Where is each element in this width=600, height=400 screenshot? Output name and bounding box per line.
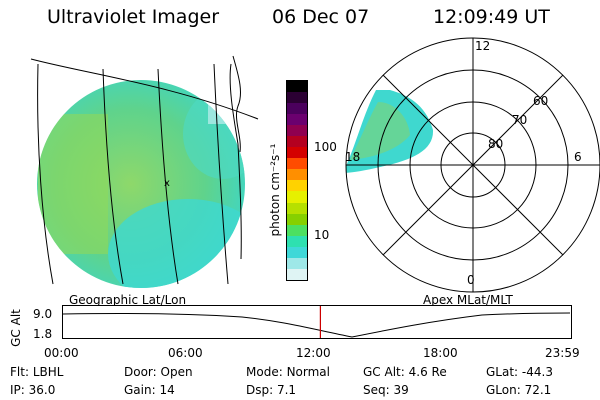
- altitude-ytick-1.8: 1.8: [33, 327, 53, 341]
- mlt-label-6: 6: [574, 150, 582, 164]
- colorbar-swatch: [287, 191, 307, 203]
- instrument-title: Ultraviolet Imager: [47, 6, 220, 28]
- info-seq: Seq: 39: [363, 383, 409, 397]
- info-dsp: Dsp: 7.1: [246, 383, 296, 397]
- colorbar-swatch: [287, 180, 307, 192]
- colorbar-label: photon cm⁻²s⁻¹: [268, 143, 282, 237]
- mlat-label-60: 60: [533, 94, 548, 108]
- door-value: Open: [160, 365, 193, 379]
- mlt-label-0: 0: [467, 273, 475, 287]
- x-tick-0600: 06:00: [168, 346, 203, 360]
- x-tick-1200: 12:00: [296, 346, 331, 360]
- info-glat: GLat: -44.3: [486, 365, 553, 379]
- gain-label: Gain:: [124, 383, 156, 397]
- info-gcalt: GC Alt: 4.6 Re: [363, 365, 447, 379]
- mode-label: Mode:: [246, 365, 283, 379]
- colorbar-swatch: [287, 169, 307, 181]
- door-label: Door:: [124, 365, 157, 379]
- dsp-value: 7.1: [276, 383, 297, 397]
- glon-value: 72.1: [524, 383, 552, 397]
- mlat-label-70: 70: [512, 113, 527, 127]
- flt-label: Flt:: [10, 365, 29, 379]
- info-gain: Gain: 14: [124, 383, 175, 397]
- colorbar-swatch: [287, 246, 307, 258]
- mlt-label-12: 12: [475, 39, 490, 53]
- time-label: 12:09:49 UT: [433, 6, 550, 28]
- mlt-label-18: 18: [345, 150, 360, 164]
- colorbar-swatch: [287, 158, 307, 170]
- info-mode: Mode: Normal: [246, 365, 330, 379]
- x-tick-0000: 00:00: [44, 346, 79, 360]
- colorbar-swatch: [287, 114, 307, 126]
- mode-value: Normal: [286, 365, 330, 379]
- colorbar-swatch: [287, 202, 307, 214]
- ip-label: IP:: [10, 383, 25, 397]
- gain-value: 14: [159, 383, 175, 397]
- colorbar-swatch: [287, 136, 307, 148]
- info-flt: Flt: LBHL: [10, 365, 63, 379]
- colorbar-tick-10: 10: [314, 228, 330, 242]
- gcalt-label: GC Alt:: [363, 365, 405, 379]
- seq-label: Seq:: [363, 383, 390, 397]
- colorbar-swatch: [287, 268, 307, 280]
- colorbar-swatch: [287, 147, 307, 159]
- dsp-label: Dsp:: [246, 383, 274, 397]
- colorbar: [286, 80, 308, 281]
- glat-label: GLat:: [486, 365, 519, 379]
- x-tick-2359: 23:59: [545, 346, 580, 360]
- info-door: Door: Open: [124, 365, 193, 379]
- colorbar-swatch: [287, 224, 307, 236]
- left-caption: Geographic Lat/Lon: [69, 293, 187, 307]
- colorbar-swatch: [287, 92, 307, 104]
- ip-value: 36.0: [28, 383, 56, 397]
- colorbar-swatch: [287, 213, 307, 225]
- info-glon: GLon: 72.1: [486, 383, 551, 397]
- marker-x: x: [164, 178, 170, 189]
- colorbar-swatch: [287, 257, 307, 269]
- glat-value: -44.3: [521, 365, 553, 379]
- colorbar-tick-100: 100: [314, 140, 337, 154]
- seq-value: 39: [393, 383, 409, 397]
- altitude-curve: [62, 312, 571, 338]
- colorbar-swatch: [287, 81, 307, 93]
- colorbar-swatch: [287, 125, 307, 137]
- mlat-label-80: 80: [488, 137, 503, 151]
- colorbar-swatch: [287, 103, 307, 115]
- date-label: 06 Dec 07: [272, 6, 370, 28]
- geographic-image: x: [30, 55, 259, 288]
- flt-value: LBHL: [32, 365, 64, 379]
- altitude-ytick-9: 9.0: [33, 307, 53, 321]
- gcalt-value: 4.6 Re: [408, 365, 447, 379]
- polar-caption: Apex MLat/MLT: [423, 293, 513, 307]
- altitude-strip: [62, 305, 572, 339]
- info-ip: IP: 36.0: [10, 383, 55, 397]
- glon-label: GLon:: [486, 383, 521, 397]
- x-tick-1800: 18:00: [423, 346, 458, 360]
- colorbar-swatch: [287, 235, 307, 247]
- polar-plot: 12 18 6 0 60 70 80: [345, 37, 600, 293]
- altitude-ylabel: GC Alt: [9, 309, 23, 347]
